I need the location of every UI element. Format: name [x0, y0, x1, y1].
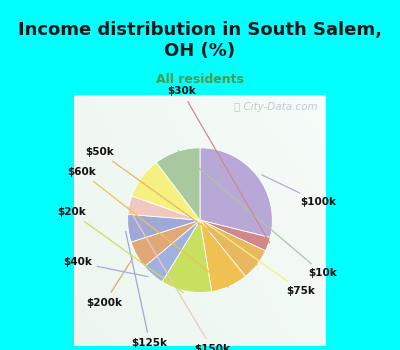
Text: $200k: $200k: [86, 259, 132, 308]
Wedge shape: [156, 148, 200, 220]
Wedge shape: [162, 220, 212, 293]
Wedge shape: [200, 220, 266, 276]
Wedge shape: [132, 162, 200, 220]
Text: Income distribution in South Salem,
OH (%): Income distribution in South Salem, OH (…: [18, 21, 382, 60]
Text: $150k: $150k: [128, 207, 230, 350]
Text: $40k: $40k: [63, 257, 148, 276]
Wedge shape: [200, 148, 272, 238]
Wedge shape: [144, 220, 200, 282]
Text: ⓘ City-Data.com: ⓘ City-Data.com: [234, 102, 318, 112]
Text: $20k: $20k: [57, 207, 183, 293]
Text: $50k: $50k: [85, 147, 257, 265]
Wedge shape: [128, 214, 200, 242]
Wedge shape: [128, 196, 200, 220]
Text: $125k: $125k: [126, 231, 168, 348]
Text: All residents: All residents: [156, 73, 244, 86]
Text: $10k: $10k: [178, 150, 337, 279]
Text: $75k: $75k: [142, 177, 315, 295]
Text: $60k: $60k: [67, 167, 229, 287]
Text: $30k: $30k: [168, 86, 270, 243]
Wedge shape: [131, 220, 200, 267]
Wedge shape: [200, 220, 270, 251]
Wedge shape: [200, 220, 246, 292]
Text: $100k: $100k: [262, 175, 337, 207]
